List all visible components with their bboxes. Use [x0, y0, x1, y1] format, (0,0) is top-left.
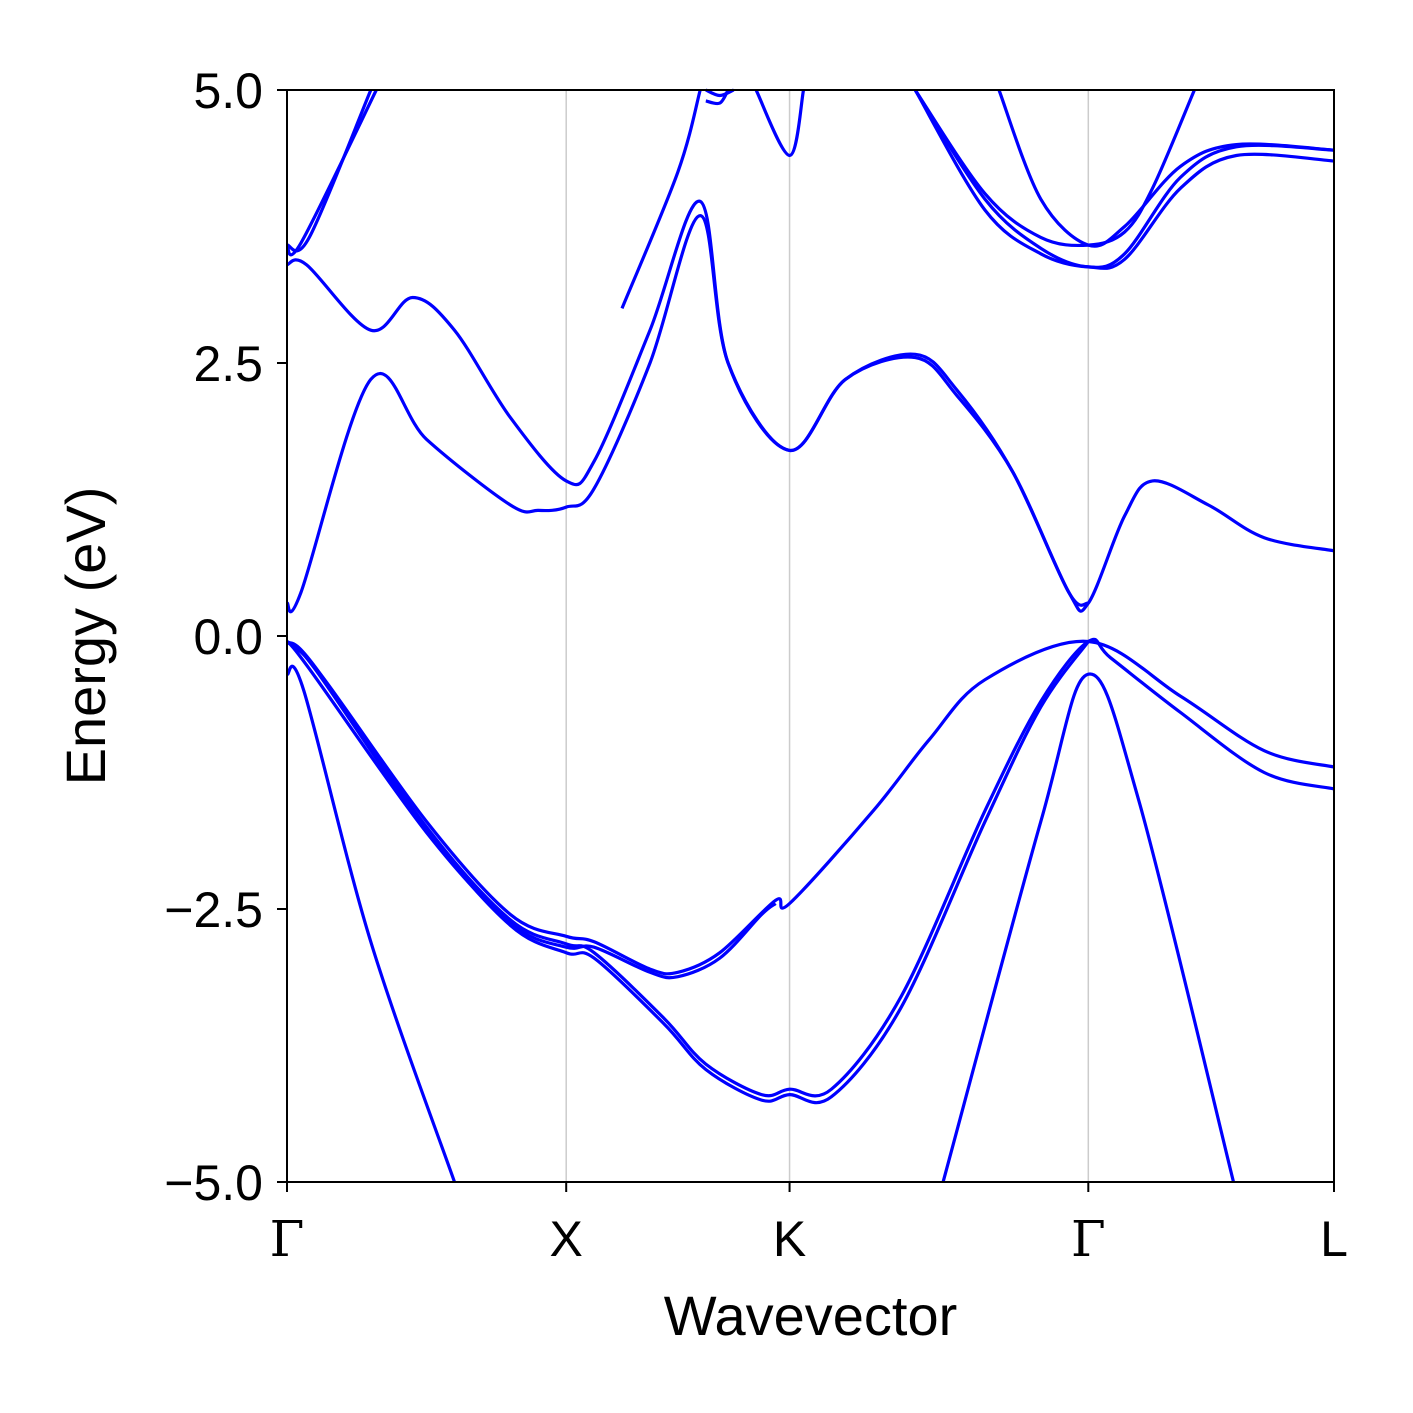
band-line-3 — [287, 640, 777, 980]
band-line-12 — [705, 89, 730, 106]
y-tick-label-1: 2.5 — [193, 336, 263, 392]
band-line-10 — [620, 89, 702, 310]
band-line-7 — [287, 199, 1090, 607]
band-line-17 — [997, 89, 1334, 248]
band-line-5 — [287, 640, 1090, 1105]
band-series — [287, 88, 1334, 1183]
y-axis-label: Energy (eV) — [54, 487, 117, 786]
grid-lines — [565, 90, 1090, 1182]
band-line-8 — [287, 89, 378, 257]
x-tick-label-1: X — [550, 1211, 583, 1267]
x-axis-label: Wavevector — [664, 1284, 958, 1347]
band-line-15 — [913, 89, 1334, 270]
band-line-13 — [754, 89, 806, 158]
y-tick-label-2: 0.0 — [193, 609, 263, 665]
y-tick-label-4: −5.0 — [164, 1155, 263, 1211]
x-tick-label-2: K — [773, 1211, 806, 1267]
band-line-14 — [913, 89, 1334, 269]
y-axis-ticks: 5.0 2.5 0.0 −2.5 −5.0 — [164, 63, 287, 1211]
y-tick-label-3: −2.5 — [164, 882, 263, 938]
band-line-9 — [287, 89, 373, 253]
band-line-4 — [287, 637, 1334, 1098]
band-line-0 — [287, 664, 457, 1183]
x-tick-label-3: Γ — [1071, 1210, 1106, 1268]
y-tick-label-0: 5.0 — [193, 63, 263, 119]
band-line-11 — [705, 88, 735, 98]
band-line-1 — [941, 672, 1236, 1183]
band-line-2 — [287, 639, 1334, 976]
x-tick-label-4: L — [1320, 1211, 1348, 1267]
plot-frame — [286, 89, 1335, 1183]
band-line-6 — [287, 214, 1334, 614]
x-tick-label-0: Γ — [270, 1210, 305, 1268]
